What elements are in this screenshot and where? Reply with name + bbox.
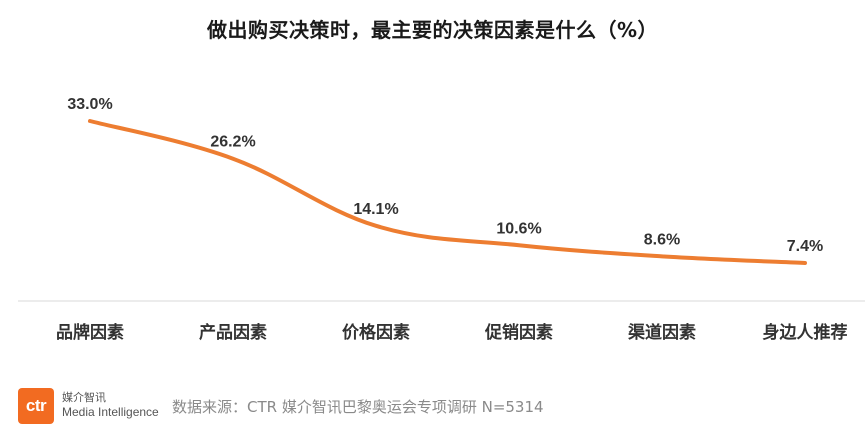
data-label: 26.2% xyxy=(210,134,255,151)
series-line xyxy=(88,119,807,265)
data-label: 14.1% xyxy=(353,201,398,218)
x-tick-label: 产品因素 xyxy=(199,322,267,343)
x-tick-label: 渠道因素 xyxy=(627,322,696,343)
logo-name-en: Media Intelligence xyxy=(62,405,159,419)
data-label: 33.0% xyxy=(67,96,112,113)
data-source: 数据来源：CTR 媒介智讯巴黎奥运会专项调研 N=5314 xyxy=(172,398,544,416)
x-tick-label: 品牌因素 xyxy=(56,322,124,343)
x-tick-label: 身边人推荐 xyxy=(763,322,848,343)
ctr-logo: ctr xyxy=(18,388,54,424)
x-tick-label: 促销因素 xyxy=(484,322,553,343)
logo-name-cn: 媒介智讯 xyxy=(62,391,106,404)
data-label: 8.6% xyxy=(644,231,680,248)
data-label: 10.6% xyxy=(496,220,541,237)
chart-title: 做出购买决策时，最主要的决策因素是什么（%） xyxy=(206,18,659,42)
line-chart: 33.0% 品牌因素 26.2% 产品因素 14.1% 价格因素 10.6% 促销因素 8.6%… xyxy=(18,96,865,343)
x-tick-label: 价格因素 xyxy=(342,322,410,343)
data-label: 7.4% xyxy=(787,238,823,255)
